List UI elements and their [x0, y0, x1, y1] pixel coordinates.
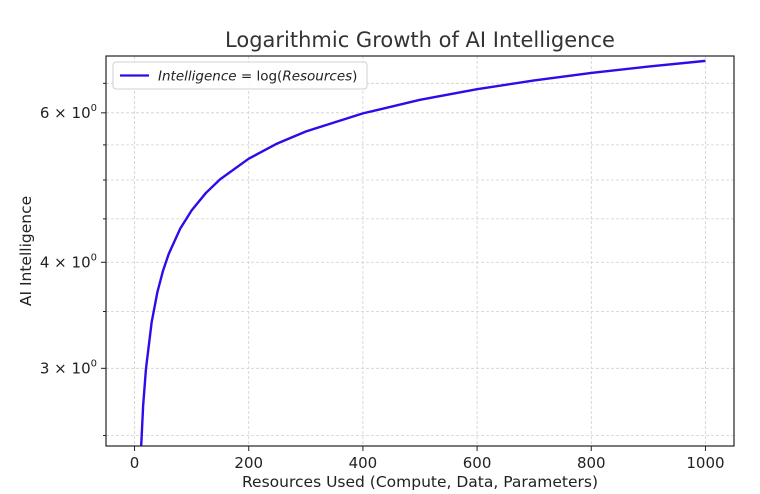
x-axis-label: Resources Used (Compute, Data, Parameter… [242, 473, 598, 491]
y-axis-label: AI Intelligence [17, 196, 35, 306]
series-layer [139, 59, 706, 446]
y-tick-label: 3 × 100 [40, 358, 97, 377]
chart-title: Logarithmic Growth of AI Intelligence [225, 28, 615, 52]
legend: Intelligence = log(Resources) [112, 61, 368, 90]
x-tick-label: 400 [349, 454, 378, 472]
x-tick-label: 200 [234, 454, 263, 472]
series-line-intelligence [139, 59, 706, 446]
x-tick-label: 600 [463, 454, 492, 472]
y-axis-ticks: 3 × 100 4 × 100 6 × 100 [40, 82, 106, 437]
y-tick-label: 6 × 100 [40, 103, 97, 122]
grid [106, 56, 734, 446]
y-tick-label: 4 × 100 [40, 252, 97, 271]
plot-area-frame [105, 55, 735, 447]
legend-frame [112, 61, 368, 90]
legend-label-intelligence: Intelligence = log(Resources) [158, 69, 357, 85]
x-tick-label: 0 [130, 454, 140, 472]
x-axis-ticks: 0 200 400 600 800 1000 [130, 446, 725, 472]
x-tick-label: 1000 [686, 454, 724, 472]
x-tick-label: 800 [577, 454, 606, 472]
